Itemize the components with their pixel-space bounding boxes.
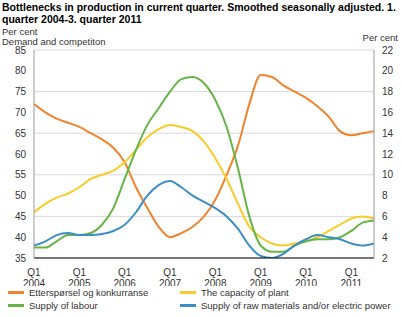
svg-text:14: 14 (382, 128, 394, 139)
html-text:Per cent: Per cent (362, 32, 398, 43)
html-text:Etterspørsel og konkurranse: Etterspørsel og konkurranse (29, 287, 149, 298)
svg-text:Q12005: Q12005 (68, 267, 91, 286)
svg-text:Q12009: Q12009 (250, 267, 273, 286)
html-text:Bottlenecks in production in c: Bottlenecks in production in current qua… (2, 1, 396, 25)
svg-text:55: 55 (15, 169, 27, 180)
html-text:The capacity of plant: The capacity of plant (201, 287, 289, 298)
svg-text:Q12008: Q12008 (204, 267, 227, 286)
svg-text:20: 20 (382, 65, 394, 76)
svg-text:Q12006: Q12006 (114, 267, 137, 286)
svg-text:60: 60 (15, 149, 27, 160)
svg-text:40: 40 (15, 232, 27, 243)
svg-text:6: 6 (382, 211, 388, 222)
html-text:Supply of raw materials and/or: Supply of raw materials and/or electric … (201, 300, 391, 311)
svg-text:18: 18 (382, 86, 394, 97)
svg-text:4: 4 (382, 232, 388, 243)
svg-text:85: 85 (15, 45, 27, 56)
svg-text:35: 35 (15, 253, 27, 264)
svg-text:10: 10 (382, 169, 394, 180)
svg-text:8: 8 (382, 190, 388, 201)
svg-text:75: 75 (15, 86, 27, 97)
svg-text:65: 65 (15, 128, 27, 139)
svg-text:80: 80 (15, 65, 27, 76)
svg-text:22: 22 (382, 45, 394, 56)
svg-text:Q12011: Q12011 (341, 267, 363, 286)
html-text:Supply of labour: Supply of labour (29, 300, 98, 311)
svg-text:70: 70 (15, 107, 27, 118)
svg-text:16: 16 (382, 107, 394, 118)
svg-text:Q12010: Q12010 (295, 267, 318, 286)
html-text:Per cent: Per cent (2, 26, 38, 37)
svg-text:Q12004: Q12004 (23, 267, 46, 286)
html-text:Demand and competiton: Demand and competiton (2, 36, 106, 47)
svg-text:50: 50 (15, 190, 27, 201)
svg-text:Q12007: Q12007 (159, 267, 182, 286)
svg-text:12: 12 (382, 149, 394, 160)
svg-text:45: 45 (15, 211, 27, 222)
svg-text:2: 2 (382, 253, 388, 264)
